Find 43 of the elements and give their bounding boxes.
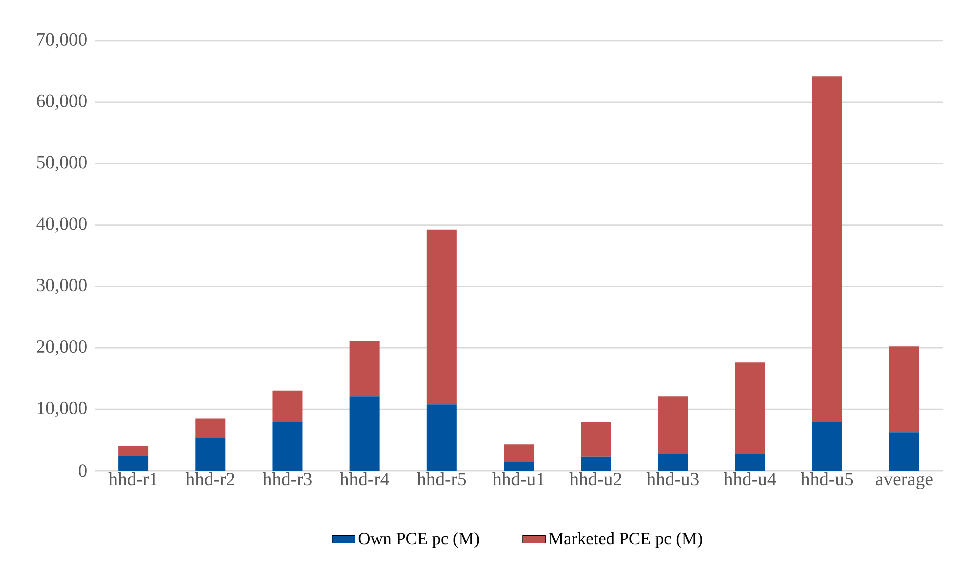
bar — [196, 438, 226, 471]
bar — [118, 456, 149, 471]
bar — [426, 230, 457, 405]
y-tick-label: 20,000 — [37, 340, 87, 356]
bar — [350, 341, 380, 397]
bar — [812, 422, 842, 471]
x-tick-label: hhd-u5 — [801, 472, 854, 486]
bar — [118, 446, 149, 456]
bar — [658, 454, 688, 471]
bar — [272, 422, 303, 471]
x-tick-label: hhd-u2 — [570, 472, 622, 486]
x-tick-label: hhd-u4 — [724, 472, 776, 486]
y-tick-label: 0 — [79, 464, 87, 478]
x-tick-label: average — [876, 476, 933, 490]
bar — [426, 404, 457, 471]
x-tick-label: hhd-r1 — [108, 472, 158, 486]
bar — [581, 456, 612, 471]
bar — [196, 418, 226, 438]
bar — [812, 76, 842, 422]
x-tick-label: hhd-r2 — [186, 472, 234, 486]
y-tick-label: 10,000 — [38, 402, 87, 418]
y-tick-label: 50,000 — [37, 156, 87, 172]
y-tick-label: 30,000 — [37, 279, 87, 294]
bar — [504, 462, 534, 471]
x-tick-label: hhd-r5 — [417, 472, 466, 486]
x-tick-label: hhd-u3 — [646, 472, 699, 486]
y-tick-label: 70,000 — [38, 33, 87, 49]
y-tick-label: 60,000 — [37, 94, 87, 110]
legend-label: Own PCE pc (M) — [358, 532, 480, 548]
bar — [581, 422, 612, 457]
x-tick-label: hhd-r4 — [340, 472, 390, 486]
bar — [350, 396, 380, 471]
bar — [889, 432, 920, 471]
bar — [272, 390, 303, 422]
bar — [735, 362, 766, 454]
bar — [735, 454, 766, 471]
bar — [504, 444, 534, 462]
x-tick-label: hhd-u1 — [492, 472, 544, 486]
x-tick-label: hhd-r3 — [263, 472, 312, 486]
bar — [658, 396, 688, 454]
y-tick-label: 40,000 — [36, 218, 87, 233]
bar — [889, 346, 920, 433]
legend-label: Marketed PCE pc (M) — [549, 532, 702, 548]
